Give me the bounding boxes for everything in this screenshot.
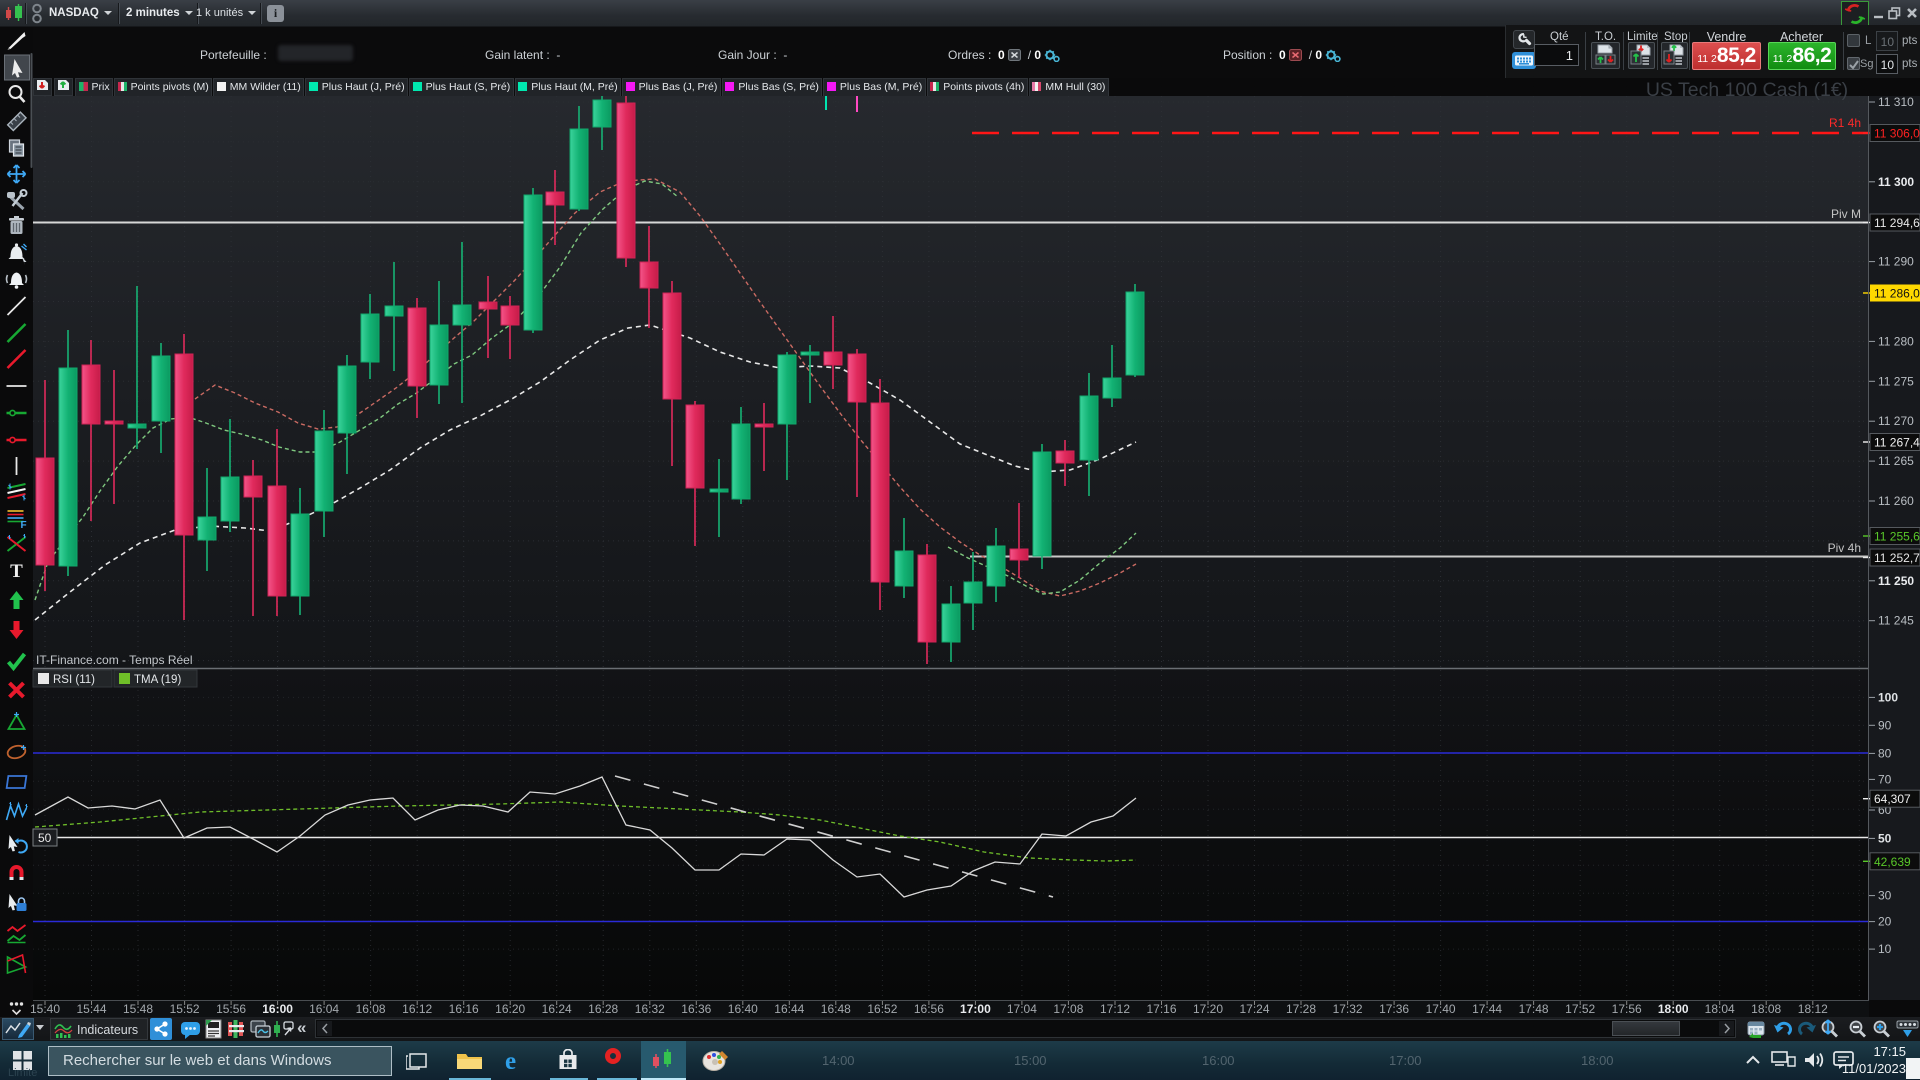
svg-text:16:24: 16:24 xyxy=(542,1002,572,1016)
svg-text:16:36: 16:36 xyxy=(681,1002,711,1016)
svg-text:18:08: 18:08 xyxy=(1751,1002,1781,1016)
svg-text:11 290: 11 290 xyxy=(1878,255,1914,269)
svg-text:17:08: 17:08 xyxy=(1053,1002,1083,1016)
svg-text:16:52: 16:52 xyxy=(867,1002,897,1016)
svg-text:16:04: 16:04 xyxy=(309,1002,339,1016)
svg-text:15:44: 15:44 xyxy=(76,1002,106,1016)
svg-text:16:48: 16:48 xyxy=(821,1002,851,1016)
svg-text:RSI (11): RSI (11) xyxy=(53,674,95,686)
svg-text:15:56: 15:56 xyxy=(216,1002,246,1016)
svg-text:15:52: 15:52 xyxy=(170,1002,200,1016)
svg-text:Piv 4h: Piv 4h xyxy=(1828,541,1861,555)
svg-text:10: 10 xyxy=(1878,942,1892,956)
svg-text:US Tech 100 Cash (1€): US Tech 100 Cash (1€) xyxy=(1646,79,1848,101)
svg-text:11 275: 11 275 xyxy=(1878,374,1914,388)
svg-text:17:04: 17:04 xyxy=(1007,1002,1037,1016)
svg-text:100: 100 xyxy=(1878,690,1898,704)
svg-text:17:24: 17:24 xyxy=(1239,1002,1269,1016)
svg-text:17:36: 17:36 xyxy=(1379,1002,1409,1016)
svg-text:70: 70 xyxy=(1878,772,1892,786)
svg-text:11 294,6: 11 294,6 xyxy=(1874,216,1920,230)
svg-text:11 245: 11 245 xyxy=(1878,614,1914,628)
svg-text:IT-Finance.com - Temps Réel: IT-Finance.com - Temps Réel xyxy=(36,653,193,667)
svg-text:17:20: 17:20 xyxy=(1193,1002,1223,1016)
svg-text:F: F xyxy=(21,520,27,531)
svg-text:11 260: 11 260 xyxy=(1878,494,1914,508)
svg-text:11 310: 11 310 xyxy=(1878,95,1914,109)
svg-text:17:48: 17:48 xyxy=(1519,1002,1549,1016)
svg-text:11 270: 11 270 xyxy=(1878,414,1914,428)
svg-text:80: 80 xyxy=(1878,746,1892,760)
svg-text:17:40: 17:40 xyxy=(1426,1002,1456,1016)
svg-text:17:56: 17:56 xyxy=(1612,1002,1642,1016)
svg-text:15:40: 15:40 xyxy=(30,1002,60,1016)
svg-text:11 252,7: 11 252,7 xyxy=(1874,551,1920,565)
svg-text:16:56: 16:56 xyxy=(914,1002,944,1016)
svg-text:30: 30 xyxy=(1878,889,1892,903)
svg-text:11 250: 11 250 xyxy=(1878,574,1914,588)
svg-text:T: T xyxy=(10,561,23,582)
svg-text:11 255,6: 11 255,6 xyxy=(1874,530,1920,544)
svg-text:17:12: 17:12 xyxy=(1100,1002,1130,1016)
svg-text:17:44: 17:44 xyxy=(1472,1002,1502,1016)
svg-text:18:04: 18:04 xyxy=(1705,1002,1735,1016)
svg-text:TMA (19): TMA (19) xyxy=(134,674,181,686)
svg-text:Piv M: Piv M xyxy=(1831,207,1861,221)
svg-text:11 300: 11 300 xyxy=(1878,175,1914,189)
svg-text:11 265: 11 265 xyxy=(1878,454,1914,468)
svg-text:17:32: 17:32 xyxy=(1333,1002,1363,1016)
svg-text:18:12: 18:12 xyxy=(1798,1002,1828,1016)
svg-text:11 267,4: 11 267,4 xyxy=(1874,436,1920,450)
svg-text:18:00: 18:00 xyxy=(1658,1002,1689,1016)
svg-text:16:12: 16:12 xyxy=(402,1002,432,1016)
svg-text:17:28: 17:28 xyxy=(1286,1002,1316,1016)
svg-text:15:48: 15:48 xyxy=(123,1002,153,1016)
svg-text:16:32: 16:32 xyxy=(635,1002,665,1016)
svg-text:11 280: 11 280 xyxy=(1878,334,1914,348)
svg-text:16:40: 16:40 xyxy=(728,1002,758,1016)
svg-text:20: 20 xyxy=(1878,915,1892,929)
svg-text:11 286,0: 11 286,0 xyxy=(1874,287,1920,301)
svg-text:16:00: 16:00 xyxy=(262,1002,293,1016)
svg-text:11 306,0: 11 306,0 xyxy=(1874,127,1920,141)
svg-text:42,639: 42,639 xyxy=(1874,855,1911,869)
svg-text:16:44: 16:44 xyxy=(774,1002,804,1016)
svg-text:50: 50 xyxy=(1878,831,1892,845)
svg-text:50: 50 xyxy=(38,831,52,845)
svg-text:16:16: 16:16 xyxy=(449,1002,479,1016)
svg-text:17:52: 17:52 xyxy=(1565,1002,1595,1016)
svg-text:17:00: 17:00 xyxy=(960,1002,991,1016)
svg-text:16:08: 16:08 xyxy=(356,1002,386,1016)
svg-text:16:20: 16:20 xyxy=(495,1002,525,1016)
svg-text:R1 4h: R1 4h xyxy=(1829,116,1861,130)
svg-text:90: 90 xyxy=(1878,718,1892,732)
svg-text:64,307: 64,307 xyxy=(1874,792,1911,806)
svg-text:16:28: 16:28 xyxy=(588,1002,618,1016)
svg-text:17:16: 17:16 xyxy=(1146,1002,1176,1016)
